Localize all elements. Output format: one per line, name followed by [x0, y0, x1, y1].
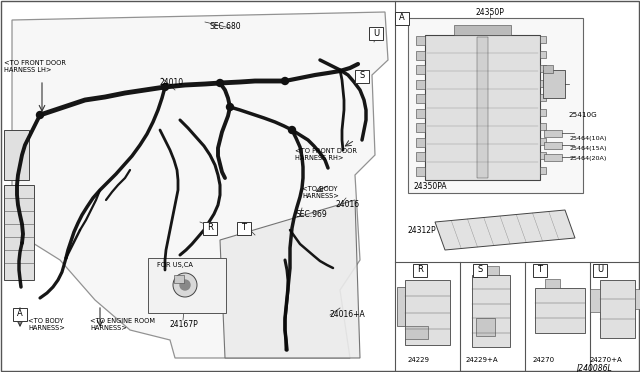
Text: 25464(15A): 25464(15A) [570, 146, 607, 151]
Bar [635, 289, 640, 309]
Text: R: R [207, 224, 213, 232]
Bar [416, 94, 425, 103]
Bar [543, 70, 565, 98]
Bar [543, 65, 553, 73]
Bar [237, 221, 251, 234]
Bar [416, 80, 425, 89]
Text: 24270: 24270 [533, 357, 555, 363]
Text: 25464(20A): 25464(20A) [570, 156, 607, 161]
Bar [395, 12, 409, 25]
Polygon shape [12, 12, 388, 358]
Text: <TO FRONT DOOR
HARNESS LH>: <TO FRONT DOOR HARNESS LH> [4, 60, 66, 73]
Text: <TO BODY
HARNESS>: <TO BODY HARNESS> [302, 186, 339, 199]
Bar [416, 167, 425, 176]
Bar [454, 25, 511, 35]
Bar [174, 275, 184, 283]
Circle shape [227, 103, 234, 110]
Bar [540, 80, 547, 87]
Bar [590, 289, 600, 312]
Text: A: A [17, 310, 23, 318]
Polygon shape [435, 210, 575, 250]
Text: SEC.969: SEC.969 [295, 210, 327, 219]
Text: 24312P: 24312P [408, 226, 436, 235]
Bar [540, 152, 547, 160]
Bar [416, 152, 425, 161]
Bar [405, 280, 450, 345]
Bar [540, 109, 547, 116]
Bar [540, 36, 547, 44]
Text: 24270+A: 24270+A [590, 357, 623, 363]
Circle shape [180, 280, 190, 290]
Bar [355, 70, 369, 83]
Bar [416, 109, 425, 118]
Bar [545, 279, 560, 288]
Bar [13, 308, 27, 321]
Bar [593, 263, 607, 276]
Text: SEC.680: SEC.680 [210, 22, 242, 31]
Bar [203, 221, 217, 234]
Text: 24016+A: 24016+A [330, 310, 365, 319]
Bar [600, 280, 635, 338]
Text: 24167P: 24167P [170, 320, 199, 329]
Bar [397, 286, 405, 326]
Bar [533, 263, 547, 276]
Circle shape [282, 77, 289, 84]
Text: S: S [477, 266, 483, 275]
Text: T: T [241, 224, 246, 232]
Text: 25410G: 25410G [568, 112, 596, 118]
Text: T: T [538, 266, 543, 275]
Text: 24350P: 24350P [475, 8, 504, 17]
Circle shape [173, 273, 197, 297]
Text: FOR US,CA: FOR US,CA [157, 262, 193, 268]
Bar [540, 94, 547, 102]
Polygon shape [220, 200, 360, 358]
Bar [544, 130, 562, 137]
Bar [473, 263, 487, 276]
Text: <TO BODY
HARNESS>: <TO BODY HARNESS> [28, 318, 65, 331]
Bar [416, 65, 425, 74]
Bar [544, 154, 562, 161]
Text: 24010: 24010 [160, 78, 184, 87]
Text: 25464(10A): 25464(10A) [570, 136, 607, 141]
Bar [476, 318, 495, 336]
Bar [472, 275, 510, 347]
Bar [4, 130, 29, 180]
Text: 24229+A: 24229+A [466, 357, 499, 363]
Circle shape [161, 83, 168, 90]
Text: S: S [360, 71, 365, 80]
Circle shape [216, 80, 223, 87]
Bar [540, 138, 547, 145]
Text: R: R [417, 266, 423, 275]
Text: <TO ENGINE ROOM
HARNESS>: <TO ENGINE ROOM HARNESS> [90, 318, 155, 331]
Bar [535, 288, 585, 333]
Text: U: U [373, 29, 379, 38]
Text: 24229: 24229 [408, 357, 430, 363]
Bar [540, 123, 547, 131]
Bar [540, 51, 547, 58]
Text: <TO FRONT DOOR
HARNESS RH>: <TO FRONT DOOR HARNESS RH> [295, 148, 357, 161]
Bar [413, 263, 427, 276]
Text: U: U [597, 266, 603, 275]
Bar [540, 65, 547, 73]
Bar [416, 138, 425, 147]
Bar [416, 36, 425, 45]
Bar [425, 35, 540, 180]
Bar [416, 51, 425, 60]
Text: J240086L: J240086L [576, 364, 612, 372]
Bar [405, 326, 428, 339]
Circle shape [289, 126, 296, 134]
Circle shape [36, 112, 44, 119]
Bar [544, 142, 562, 149]
Bar [148, 258, 226, 313]
Text: A: A [399, 13, 405, 22]
Bar [540, 167, 547, 174]
Bar [477, 37, 488, 178]
Bar [4, 185, 34, 280]
Text: 24350PA: 24350PA [413, 182, 447, 191]
Bar [483, 266, 499, 275]
Bar [416, 123, 425, 132]
Bar [408, 18, 583, 193]
Text: 24016: 24016 [336, 200, 360, 209]
Bar [369, 26, 383, 39]
